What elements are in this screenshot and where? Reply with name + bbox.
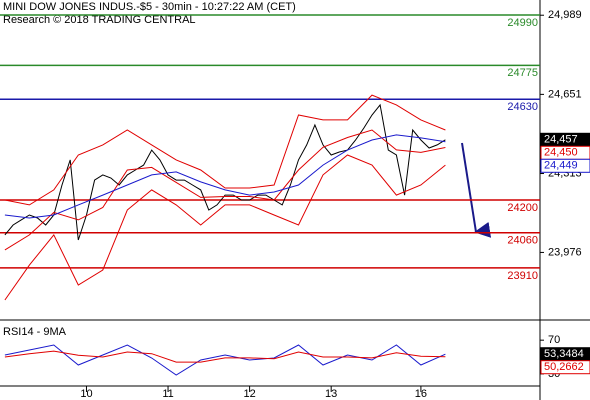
y-tick-label: 70: [548, 334, 560, 346]
level-label: 24060: [507, 235, 538, 247]
level-label: 24200: [507, 202, 538, 214]
level-label: 24630: [507, 101, 538, 113]
series-line: [4, 344, 446, 376]
level-label: 24990: [507, 17, 538, 29]
series-line: [4, 94, 446, 206]
price-label-box: [540, 158, 590, 173]
rsi-title: RSI14 - 9MA: [3, 326, 67, 338]
series-line: [4, 154, 446, 301]
x-tick-label: 10: [80, 388, 92, 400]
series-line: [4, 103, 446, 241]
series-line: [4, 134, 446, 219]
x-tick-label: 11: [162, 388, 173, 400]
price-label: 24,450: [544, 147, 578, 159]
level-label: 23910: [507, 270, 538, 282]
level-label: 24775: [507, 67, 538, 79]
series-line: [4, 350, 446, 363]
y-tick-label: 24,989: [548, 9, 582, 21]
price-label: 53,3484: [544, 348, 584, 360]
x-tick-label: 16: [415, 388, 427, 400]
forecast-arrow: [461, 142, 492, 238]
y-tick-label: 24,651: [548, 88, 582, 100]
x-tick-label: 12: [243, 388, 255, 400]
series-line: [4, 129, 446, 251]
chart-subtitle: Research © 2018 TRADING CENTRAL: [3, 14, 196, 26]
x-tick-label: 13: [325, 388, 337, 400]
price-label: 50,2662: [544, 361, 584, 373]
price-label-box: [540, 360, 590, 375]
y-tick-label: 23,976: [548, 246, 582, 258]
chart-title: MINI DOW JONES INDUS.-$5 - 30min - 10:27…: [3, 1, 296, 13]
price-label: 24,457: [544, 134, 578, 146]
price-label: 24,449: [544, 160, 578, 172]
